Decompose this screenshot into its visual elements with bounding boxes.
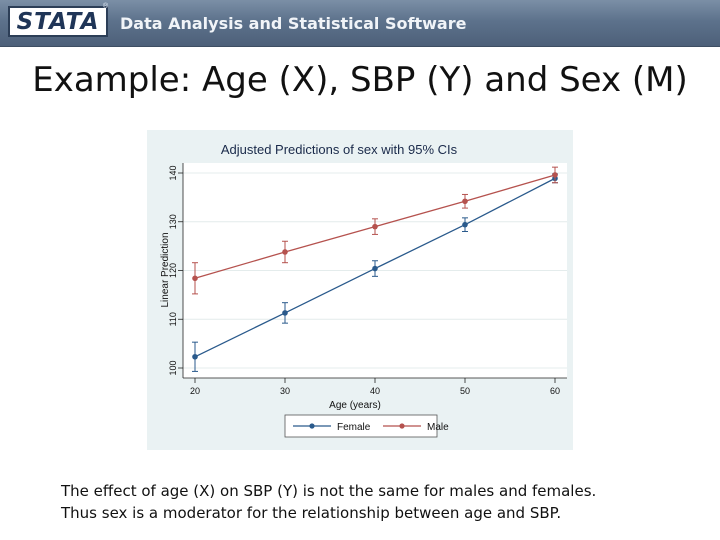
slide-caption: The effect of age (X) on SBP (Y) is not … [61,480,701,524]
data-point-male [372,223,378,230]
legend-marker-male [399,423,405,429]
y-tick-label: 120 [168,263,178,278]
legend-layer: Female Male [293,422,449,433]
legend-label-female: Female [337,422,371,433]
axis-layer: 100 110 120 130 140 20 30 40 50 60 [168,163,567,396]
data-point-male [282,249,288,255]
stata-logo: STATA [8,6,108,37]
y-tick-label: 110 [168,312,178,326]
data-point-female [282,310,288,316]
x-tick-label: 20 [190,386,200,396]
x-tick-label: 40 [370,386,380,396]
y-axis-label: Linear Prediction [160,232,171,307]
data-point-male [192,275,198,282]
chart-svg: Adjusted Predictions of sex with 95% CIs… [147,130,573,450]
data-point-female [462,221,468,228]
caption-line-2: Thus sex is a moderator for the relation… [61,504,562,522]
data-point-female [192,353,198,360]
chart-title: Adjusted Predictions of sex with 95% CIs [221,142,458,157]
registered-mark: ® [103,3,109,10]
header-tagline: Data Analysis and Statistical Software [120,14,467,33]
header-banner: STATA ® Data Analysis and Statistical So… [0,0,720,47]
legend-label-male: Male [427,422,449,433]
x-tick-label: 50 [460,386,470,396]
legend-marker-female [309,423,315,429]
logo-text: STATA [16,8,100,35]
chart-panel: Adjusted Predictions of sex with 95% CIs… [147,130,573,450]
x-axis-label: Age (years) [329,400,381,411]
data-point-female [372,265,378,272]
y-tick-label: 140 [168,165,178,180]
x-tick-label: 30 [280,386,290,396]
legend-box [284,414,438,438]
data-point-male [552,172,558,178]
caption-line-1: The effect of age (X) on SBP (Y) is not … [61,482,597,500]
data-point-male [462,198,468,205]
series-layer [192,166,558,372]
y-tick-label: 130 [168,214,178,229]
slide-title: Example: Age (X), SBP (Y) and Sex (M) [32,60,688,100]
y-tick-label: 100 [168,360,178,375]
x-tick-label: 60 [550,386,560,396]
